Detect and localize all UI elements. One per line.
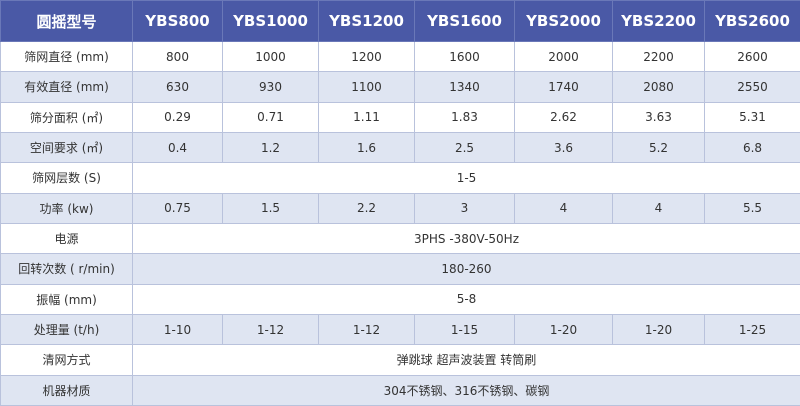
- table-row: 筛网直径 (mm) 800 1000 1200 1600 2000 2200 2600: [0, 40, 800, 73]
- table-cell: 1.2: [222, 131, 319, 164]
- table-row: 处理量 (t/h) 1-10 1-12 1-12 1-15 1-20 1-20 1-25: [0, 313, 800, 346]
- table-row: 回转次数 ( r/min) 180-260: [0, 253, 800, 285]
- table-row: 筛分面积 (㎡) 0.29 0.71 1.11 1.83 2.62 3.63 5.31: [0, 101, 800, 133]
- table-cell: 3PHS -380V-50Hz: [132, 222, 800, 255]
- table-cell: 1-25: [704, 313, 800, 346]
- table-cell: 1-12: [318, 313, 415, 346]
- row-label: 功率 (kw): [0, 192, 133, 224]
- row-header-title: 圆摇型号: [0, 0, 133, 42]
- row-label: 机器材质: [0, 374, 133, 406]
- table-cell: 1600: [414, 40, 515, 73]
- table-cell: 1000: [222, 40, 319, 73]
- table-cell: 1.83: [414, 101, 515, 133]
- table-cell: 1-15: [414, 313, 515, 346]
- table-cell: 5-8: [132, 283, 800, 315]
- table-body: 筛网直径 (mm) 800 1000 1200 1600 2000 2200 2600 有效直径…: [0, 40, 800, 406]
- table-cell: 1-10: [132, 313, 223, 346]
- model-header: YBS1600: [414, 0, 515, 42]
- table-cell: 2.5: [414, 131, 515, 164]
- table-row: 振幅 (mm) 5-8: [0, 283, 800, 315]
- row-label: 有效直径 (mm): [0, 71, 133, 103]
- table-cell: 1740: [514, 71, 613, 103]
- header-row: 圆摇型号 YBS800 YBS1000 YBS1200 YBS1600 YBS2000 YB…: [0, 0, 800, 42]
- table-row: 清网方式 弹跳球 超声波装置 转筒刷: [0, 344, 800, 376]
- table-cell: 1340: [414, 71, 515, 103]
- table-cell: 3.63: [612, 101, 705, 133]
- table-cell: 1100: [318, 71, 415, 103]
- table-row: 功率 (kw) 0.75 1.5 2.2 3 4 4 5.5: [0, 192, 800, 224]
- model-header: YBS1000: [222, 0, 319, 42]
- table-cell: 0.4: [132, 131, 223, 164]
- table-cell: 4: [514, 192, 613, 224]
- row-label: 清网方式: [0, 344, 133, 376]
- table-cell: 930: [222, 71, 319, 103]
- table-cell: 6.8: [704, 131, 800, 164]
- table-row: 电源 3PHS -380V-50Hz: [0, 222, 800, 255]
- table-cell: 5.31: [704, 101, 800, 133]
- table-cell: 304不锈钢、316不锈钢、碳钢: [132, 374, 800, 406]
- table-cell: 800: [132, 40, 223, 73]
- table-cell: 弹跳球 超声波装置 转筒刷: [132, 344, 800, 376]
- table-cell: 1200: [318, 40, 415, 73]
- table-row: 空间要求 (㎡) 0.4 1.2 1.6 2.5 3.6 5.2 6.8: [0, 131, 800, 164]
- table-cell: 1-20: [514, 313, 613, 346]
- table-row: 有效直径 (mm) 630 930 1100 1340 1740 2080 2550: [0, 71, 800, 103]
- table-cell: 0.75: [132, 192, 223, 224]
- table-row: 机器材质 304不锈钢、316不锈钢、碳钢: [0, 374, 800, 406]
- table-row: 筛网层数 (S) 1-5: [0, 162, 800, 194]
- table-cell: 5.2: [612, 131, 705, 164]
- table-cell: 1-20: [612, 313, 705, 346]
- row-label: 筛网层数 (S): [0, 162, 133, 194]
- table-cell: 0.71: [222, 101, 319, 133]
- table-cell: 180-260: [132, 253, 800, 285]
- table-cell: 5.5: [704, 192, 800, 224]
- row-label: 振幅 (mm): [0, 283, 133, 315]
- model-header: YBS2000: [514, 0, 613, 42]
- model-header: YBS800: [132, 0, 223, 42]
- table-cell: 2.62: [514, 101, 613, 133]
- table-cell: 1-12: [222, 313, 319, 346]
- table-cell: 1.11: [318, 101, 415, 133]
- table-cell: 2550: [704, 71, 800, 103]
- table-cell: 3: [414, 192, 515, 224]
- table-cell: 630: [132, 71, 223, 103]
- row-label: 处理量 (t/h): [0, 313, 133, 346]
- model-header: YBS2600: [704, 0, 800, 42]
- row-label: 筛网直径 (mm): [0, 40, 133, 73]
- table-cell: 4: [612, 192, 705, 224]
- row-label: 筛分面积 (㎡): [0, 101, 133, 133]
- table-cell: 2000: [514, 40, 613, 73]
- row-label: 空间要求 (㎡): [0, 131, 133, 164]
- table-cell: 0.29: [132, 101, 223, 133]
- table-cell: 1.6: [318, 131, 415, 164]
- row-label: 电源: [0, 222, 133, 255]
- table-cell: 2080: [612, 71, 705, 103]
- table-cell: 3.6: [514, 131, 613, 164]
- table-cell: 2600: [704, 40, 800, 73]
- table-cell: 1-5: [132, 162, 800, 194]
- row-label: 回转次数 ( r/min): [0, 253, 133, 285]
- model-header: YBS2200: [612, 0, 705, 42]
- table-cell: 1.5: [222, 192, 319, 224]
- model-header: YBS1200: [318, 0, 415, 42]
- table-cell: 2.2: [318, 192, 415, 224]
- table-cell: 2200: [612, 40, 705, 73]
